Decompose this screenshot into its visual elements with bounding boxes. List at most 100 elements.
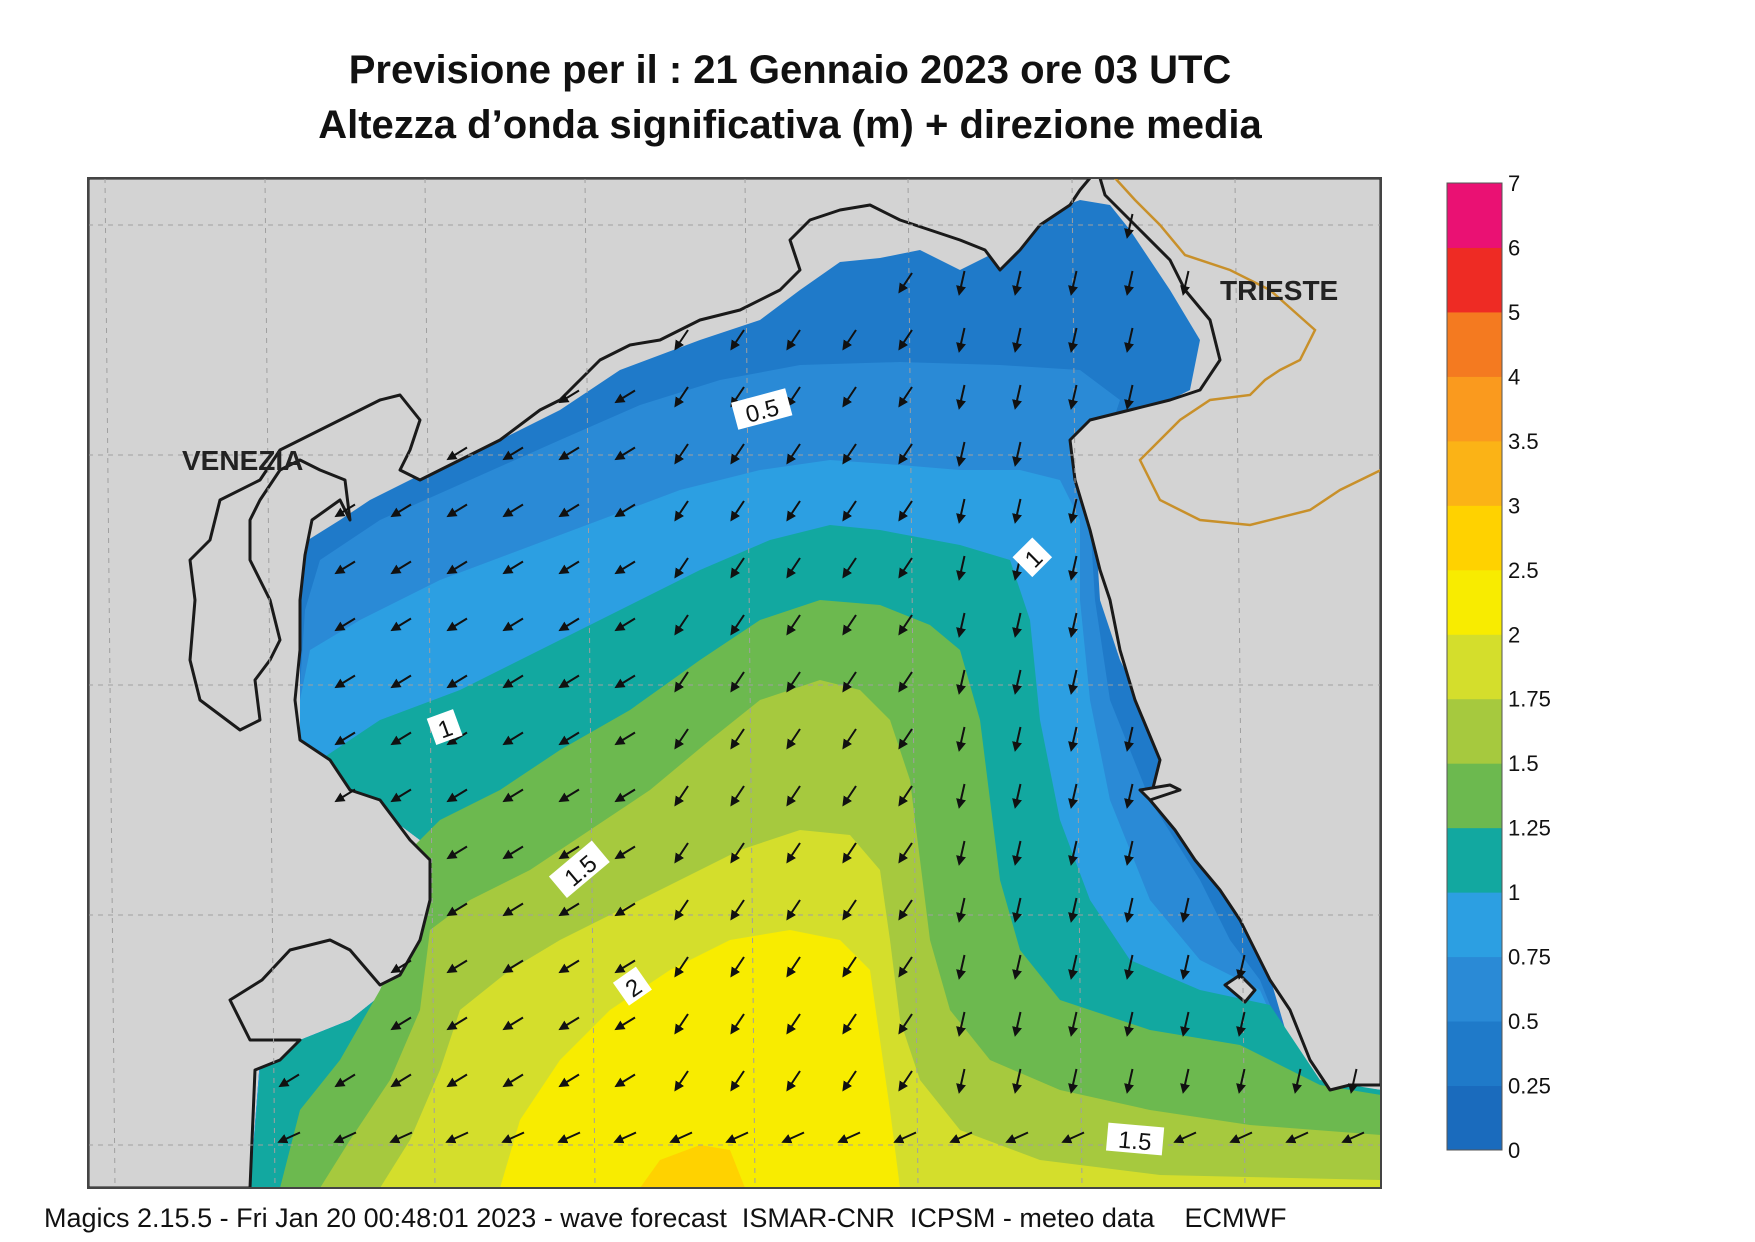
direction-arrow: [956, 726, 966, 752]
direction-arrow: [1012, 384, 1022, 410]
direction-arrow: [446, 503, 468, 518]
direction-arrow: [446, 731, 468, 746]
direction-arrow: [730, 671, 745, 693]
direction-arrow: [674, 1013, 689, 1035]
direction-arrow: [893, 1131, 917, 1144]
direction-arrow: [956, 441, 966, 467]
direction-arrow: [898, 443, 913, 465]
colorbar-tick-label: 1.25: [1508, 816, 1551, 841]
direction-arrow: [334, 674, 356, 689]
direction-arrow: [1012, 840, 1022, 866]
direction-arrow: [669, 1131, 693, 1144]
direction-arrow: [1068, 954, 1078, 980]
contour-label: 2: [612, 966, 652, 1006]
direction-arrow: [1068, 726, 1078, 752]
grid-line: [264, 178, 276, 1188]
direction-arrow: [786, 329, 801, 351]
direction-arrow: [613, 1131, 637, 1144]
direction-arrow: [502, 617, 524, 632]
colorbar-tick-label: 6: [1508, 235, 1520, 260]
direction-arrow: [956, 612, 966, 638]
direction-arrow: [956, 897, 966, 923]
direction-arrow: [1124, 783, 1134, 809]
wave-direction-arrows: [277, 213, 1365, 1144]
direction-arrow: [1341, 1131, 1365, 1144]
colorbar-tick-label: 2.5: [1508, 558, 1539, 583]
direction-arrow: [898, 614, 913, 636]
national-border: [1114, 178, 1381, 527]
svg-text:1.5: 1.5: [1117, 1127, 1153, 1157]
direction-arrow: [614, 446, 636, 461]
colorbar: 0 0.25 0.5 0.75 1 1.25 1.5 1.75 2 2.5 3 3.5 4 5 6 7: [1446, 171, 1551, 1163]
direction-arrow: [956, 327, 966, 353]
direction-arrow: [674, 899, 689, 921]
direction-arrow: [730, 899, 745, 921]
direction-arrow: [1068, 897, 1078, 923]
direction-arrow: [1005, 1131, 1029, 1144]
wave-height-field: [250, 200, 1381, 1188]
direction-arrow: [614, 959, 636, 974]
direction-arrow: [558, 389, 580, 404]
chart-subtitle: Altezza d’onda significativa (m) + direz…: [318, 103, 1262, 147]
direction-arrow: [786, 443, 801, 465]
colorbar-segment: [1447, 376, 1502, 442]
direction-arrow: [898, 785, 913, 807]
colorbar-tick-label: 2: [1508, 622, 1520, 647]
direction-arrow: [786, 956, 801, 978]
direction-arrow: [956, 1068, 966, 1094]
direction-arrow: [390, 674, 412, 689]
direction-arrow: [837, 1131, 861, 1144]
direction-arrow: [842, 899, 857, 921]
direction-arrow: [956, 555, 966, 581]
direction-arrow: [614, 788, 636, 803]
direction-arrow: [446, 1073, 468, 1088]
direction-arrow: [1012, 954, 1022, 980]
direction-arrow: [390, 1016, 412, 1031]
direction-arrow: [558, 560, 580, 575]
direction-arrow: [1180, 1068, 1190, 1094]
direction-arrow: [445, 1131, 469, 1144]
direction-arrow: [956, 840, 966, 866]
direction-arrow: [1124, 954, 1134, 980]
direction-arrow: [446, 446, 468, 461]
direction-arrow: [1124, 1011, 1134, 1037]
direction-arrow: [334, 560, 356, 575]
direction-arrow: [1068, 1068, 1078, 1094]
direction-arrow: [898, 1070, 913, 1092]
direction-arrow: [786, 671, 801, 693]
colorbar-tick-label: 0.5: [1508, 1009, 1539, 1034]
direction-arrow: [1124, 1068, 1134, 1094]
direction-arrow: [842, 500, 857, 522]
direction-arrow: [674, 956, 689, 978]
direction-arrow: [502, 446, 524, 461]
direction-arrow: [730, 557, 745, 579]
colorbar-segment: [1447, 1085, 1502, 1151]
direction-arrow: [390, 560, 412, 575]
direction-arrow: [730, 785, 745, 807]
direction-arrow: [1124, 327, 1134, 353]
direction-arrow: [557, 1131, 581, 1144]
direction-arrow: [1229, 1131, 1253, 1144]
direction-arrow: [898, 500, 913, 522]
island: [1138, 783, 1182, 802]
direction-arrow: [956, 498, 966, 524]
direction-arrow: [1348, 1068, 1358, 1094]
colorbar-segment: [1447, 569, 1502, 635]
direction-arrow: [674, 386, 689, 408]
direction-arrow: [502, 902, 524, 917]
colorbar-segment: [1447, 634, 1502, 700]
direction-arrow: [1068, 555, 1078, 581]
direction-arrow: [842, 386, 857, 408]
city-label-trieste: TRIESTE: [1220, 275, 1338, 306]
colorbar-tick-label: 3: [1508, 493, 1520, 518]
direction-arrow: [558, 959, 580, 974]
direction-arrow: [614, 560, 636, 575]
band-2-2-5: [500, 930, 900, 1188]
direction-arrow: [446, 674, 468, 689]
direction-arrow: [558, 674, 580, 689]
direction-arrow: [334, 503, 356, 518]
direction-arrow: [898, 671, 913, 693]
direction-arrow: [956, 783, 966, 809]
direction-arrow: [502, 959, 524, 974]
grid-line: [424, 178, 436, 1188]
